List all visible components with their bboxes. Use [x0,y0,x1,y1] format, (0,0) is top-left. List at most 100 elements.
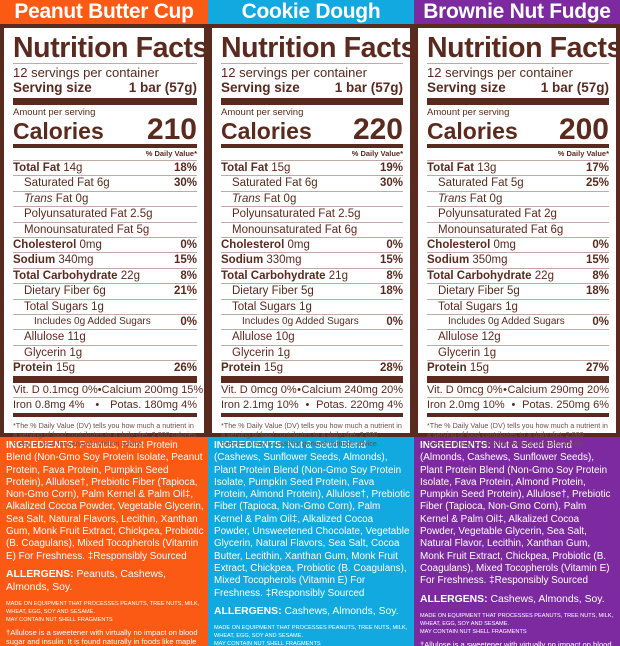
amount-per-serving: Amount per serving [427,107,510,118]
vitamins-row-2: Iron 2.0mg 10% • Potas. 250mg 6% [427,398,609,413]
servings-per-container: 12 servings per container [221,65,367,80]
allergens-label: ALLERGENS: [214,605,282,617]
calcium: Calcium 240mg 20% [301,383,404,396]
vitamins-row-2: Iron 0.8mg 4% • Potas. 180mg 4% [13,398,197,413]
daily-value-header: % Daily Value* [427,148,609,161]
nutrient-dv: 18% [379,285,403,298]
nutrient-dv: 30% [379,177,403,190]
nutrient-label: Fat 0g [52,192,89,205]
ingredients-list: Nut & Seed Blend (Almonds, Cashews, Sunf… [420,440,611,587]
ingredients-section: INGREDIENTS: Peanuts, Plant Protein Blen… [0,437,208,646]
nutrient-label: Total Carbohydrate [221,269,326,282]
nutrient-dv: 19% [379,162,403,174]
nutrient-label: Total Fat [13,162,61,174]
nutrient-amount: 15g [271,162,291,174]
allergens-row: ALLERGENS: Cashews, Almonds, Soy. [420,593,616,606]
daily-value-header: % Daily Value* [13,148,197,161]
bullet: • [97,383,102,396]
nutrient-label: Protein [221,362,261,375]
nutrient-label: Cholesterol [221,239,285,252]
vitamins-row-2: Iron 2.1mg 10% • Potas. 220mg 4% [221,398,403,413]
divider-medium [427,144,609,148]
nutrient-amount: 0mg [79,239,102,252]
nutrient-dv: 27% [585,362,609,375]
divider [221,63,403,64]
calories-row: Calories 210 [13,115,197,145]
calories-row: Calories 220 [221,115,403,145]
trans-label: Trans [232,192,261,205]
divider [13,63,197,64]
nutrient-label: Fat 0g [260,192,297,205]
cholesterol-row: Cholesterol 0mg 0% [427,238,609,254]
nutrient-label: Allulose 10g [232,331,295,344]
nutrient-label: Sodium [221,254,264,267]
saturated-fat-row: Saturated Fat 6g 30% [13,176,197,192]
serving-size-label: Serving size [427,80,506,95]
amount-per-serving: Amount per serving [221,107,304,118]
nutrient-dv: 0% [180,316,197,329]
ingredients-list: Peanuts, Plant Protein Blend (Non-Gmo So… [6,440,204,562]
nutrient-dv: 15% [173,254,197,267]
allulose-note: †Allulose is a sweetener with virtually … [420,639,612,646]
allergens-label: ALLERGENS: [6,568,74,580]
nutrient-label: Monounsaturated Fat 6g [232,223,358,236]
nutrient-label: Glycerin 1g [24,346,83,359]
divider-thick [221,375,403,383]
trans-fat-row: Trans Fat 0g [427,192,609,208]
vitamins-row-1: Vit. D 0mcg 0% • Calcium 290mg 20% [427,383,609,399]
serving-size-label: Serving size [13,80,92,95]
nutrient-dv: 18% [173,162,197,174]
product-panel-1: Cookie Dough Nutrition Facts 12 servings… [208,0,416,646]
nutrient-label: Fat 0g [466,192,503,205]
nutrient-dv: 0% [386,316,403,329]
total-sugars-row: Total Sugars 1g [13,300,197,316]
ingredients-label: INGREDIENTS: [420,440,491,451]
cholesterol-row: Cholesterol 0mg 0% [13,238,197,254]
monounsaturated-fat-row: Monounsaturated Fat 6g [221,223,403,239]
glycerin-row: Glycerin 1g [13,346,197,362]
allergens-label: ALLERGENS: [420,593,488,605]
monounsaturated-fat-row: Monounsaturated Fat 6g [427,223,609,239]
serving-size-row: Serving size 1 bar (57g) [13,80,197,95]
ingredients-section: INGREDIENTS: Nut & Seed Blend (Almonds, … [414,437,620,646]
nutrient-label: Includes 0g Added Sugars [34,316,151,328]
daily-value-header: % Daily Value* [221,148,403,161]
nutrition-facts-label: Nutrition Facts 12 servings per containe… [4,28,208,448]
nutrient-dv: 26% [173,362,197,375]
nutrient-dv: 0% [592,239,609,252]
potassium: Potas. 250mg 6% [522,399,609,412]
bullet: • [297,383,301,396]
nutrient-label: Saturated Fat 5g [438,177,524,190]
daily-value-footnote: *The % Daily Value (DV) tells you how mu… [427,420,608,449]
nutrient-label: Dietary Fiber 5g [438,285,520,298]
vitamins-row-1: Vit. D 0.1mcg 0% • Calcium 200mg 15% [13,383,203,399]
total-carbohydrate-row: Total Carbohydrate 22g 8% [13,269,197,285]
nutrient-label: Polyunsaturated Fat 2.5g [24,208,153,221]
nutrient-dv: 30% [173,177,197,190]
nutrient-label: Saturated Fat 6g [24,177,110,190]
nutrition-facts-label: Nutrition Facts 12 servings per containe… [418,28,620,448]
serving-size-row: Serving size 1 bar (57g) [221,80,403,95]
nutrient-label: Monounsaturated Fat 6g [438,223,564,236]
nutrient-label: Allulose 12g [438,331,501,344]
allulose-row: Allulose 12g [427,330,609,346]
serving-size-value: 1 bar (57g) [128,80,197,95]
nutrient-amount: 14g [63,162,83,174]
product-title: Brownie Nut Fudge [414,0,620,24]
allergens-row: ALLERGENS: Cashews, Almonds, Soy. [214,605,410,618]
serving-size-value: 1 bar (57g) [540,80,609,95]
nutrient-amount: 15g [55,362,76,375]
vitamins-row-1: Vit. D 0mcg 0% • Calcium 240mg 20% [221,383,403,399]
bullet: • [305,399,310,412]
iron: Iron 0.8mg 4% [13,399,85,412]
sodium-row: Sodium 330mg 15% [221,253,403,269]
dietary-fiber-row: Dietary Fiber 5g 18% [427,284,609,300]
trans-fat-row: Trans Fat 0g [221,192,403,208]
calories-row: Calories 200 [427,115,609,145]
nutrient-dv: 8% [386,269,403,282]
saturated-fat-row: Saturated Fat 6g 30% [221,176,403,192]
cholesterol-row: Cholesterol 0mg 0% [221,238,403,254]
nutrient-label: Sodium [13,254,56,267]
vitamin-d: Vit. D 0.1mcg 0% [13,383,98,396]
